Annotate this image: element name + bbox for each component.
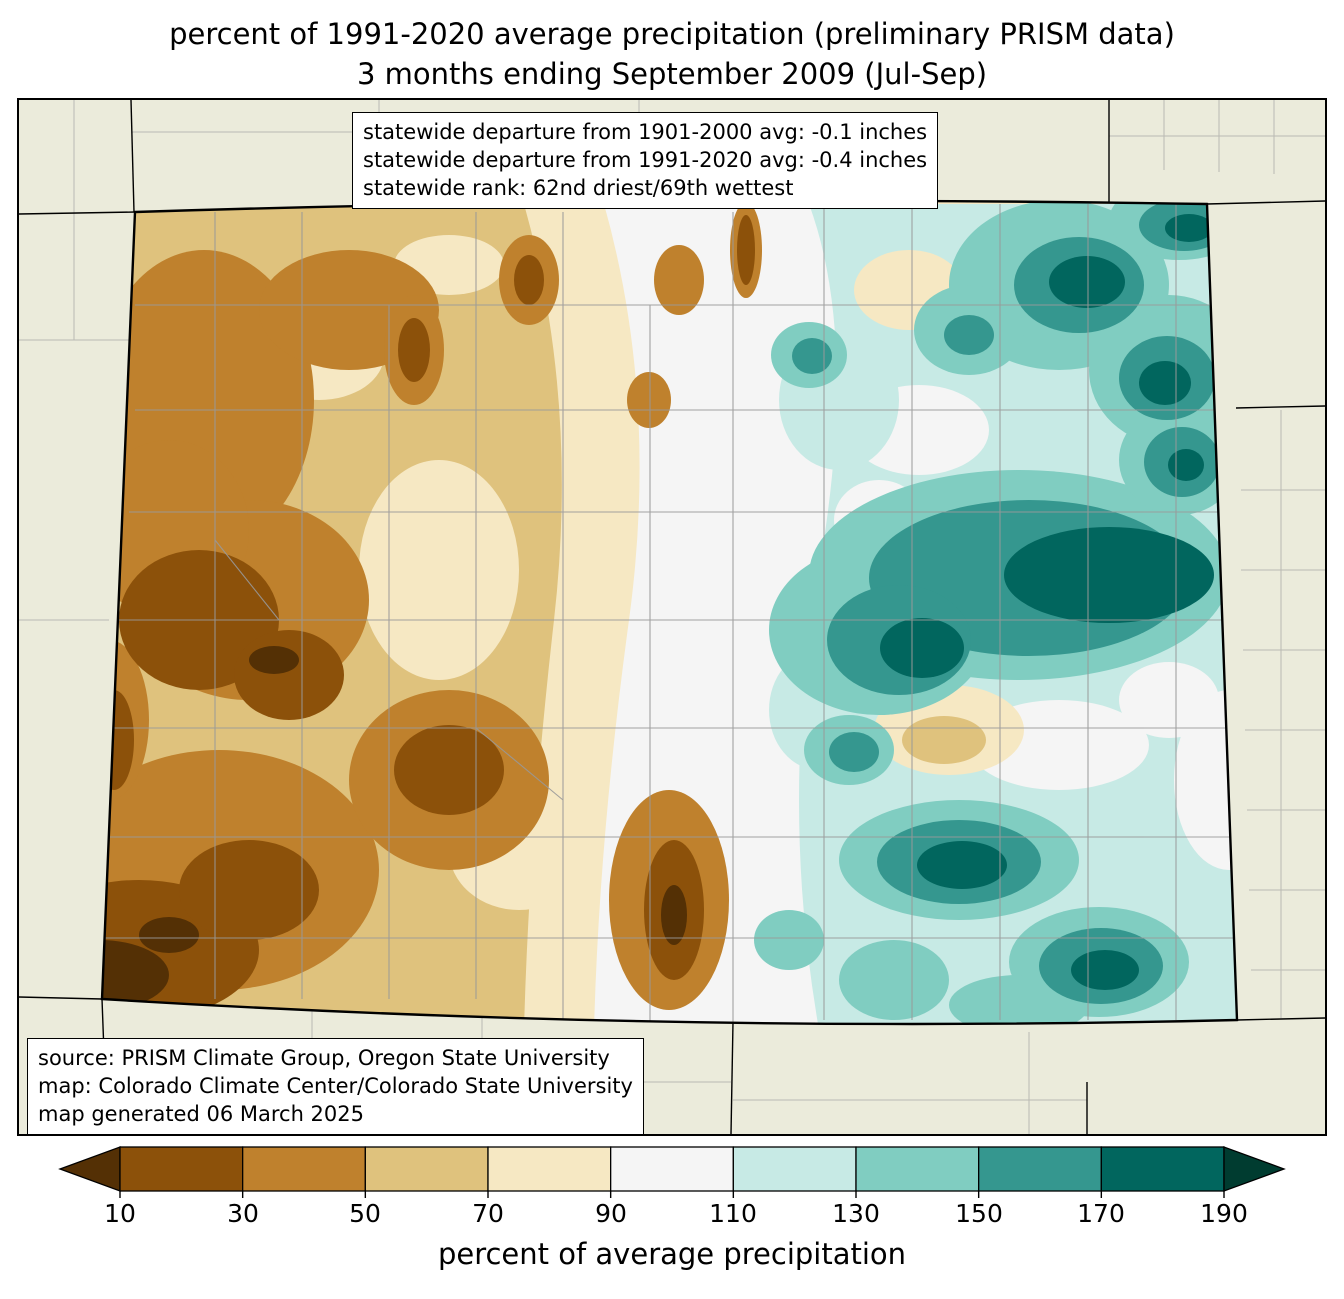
county-lines [105, 204, 1234, 1024]
statewide-stats-box: statewide departure from 1901-2000 avg: … [352, 112, 939, 210]
tick-label-10: 10 [104, 1199, 136, 1228]
colorbar-tick-labels: 10 30 50 70 90 110 130 150 170 190 [0, 1199, 1344, 1233]
tick-label-130: 130 [832, 1199, 880, 1228]
source-line: source: PRISM Climate Group, Oregon Stat… [38, 1046, 610, 1070]
colorbar-scale [58, 1146, 1286, 1198]
stats-line-departure-1991: statewide departure from 1991-2020 avg: … [363, 148, 928, 173]
title-line-1: percent of 1991-2020 average precipitati… [169, 17, 1175, 51]
precipitation-map [19, 100, 1325, 1134]
tick-label-110: 110 [709, 1199, 757, 1228]
tick-label-90: 90 [595, 1199, 627, 1228]
colorbar: 10 30 50 70 90 110 130 150 170 190 perce… [0, 1145, 1344, 1299]
source-credit-box: source: PRISM Climate Group, Oregon Stat… [27, 1038, 644, 1134]
colorbar-ticks [119, 1191, 1225, 1198]
tick-label-70: 70 [472, 1199, 504, 1228]
map-title: percent of 1991-2020 average precipitati… [0, 14, 1344, 94]
tick-label-30: 30 [227, 1199, 259, 1228]
tick-label-50: 50 [349, 1199, 381, 1228]
colorbar-caption: percent of average precipitation [437, 1237, 907, 1271]
contour-fills [102, 200, 1237, 1024]
tick-label-190: 190 [1200, 1199, 1248, 1228]
stats-line-departure-1901: statewide departure from 1901-2000 avg: … [363, 120, 928, 144]
tick-label-150: 150 [955, 1199, 1003, 1228]
colorbar-low-arrow [58, 1146, 121, 1192]
tick-label-170: 170 [1077, 1199, 1125, 1228]
generated-date-line: map generated 06 March 2025 [38, 1102, 365, 1127]
map-canvas: statewide departure from 1901-2000 avg: … [17, 98, 1327, 1136]
map-credit-line: map: Colorado Climate Center/Colorado St… [38, 1074, 633, 1099]
stats-line-rank: statewide rank: 62nd driest/69th wettest [363, 176, 794, 201]
colorbar-high-arrow [1223, 1146, 1286, 1192]
title-line-2: 3 months ending September 2009 (Jul-Sep) [356, 57, 988, 92]
